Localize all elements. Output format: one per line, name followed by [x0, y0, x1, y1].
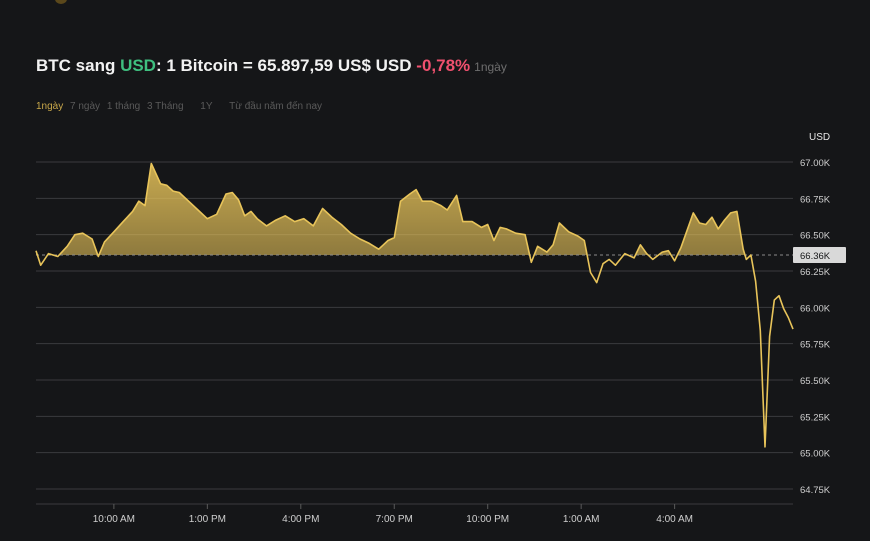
x-tick-label: 1:00 AM	[563, 514, 600, 525]
tab-1-day[interactable]: 1ngày	[36, 101, 64, 112]
header-equation: : 1 Bitcoin = 65.897,59 US$ USD	[155, 56, 417, 75]
tab-3-months[interactable]: 3 Tháng	[147, 101, 184, 112]
y-tick-label: 65.25K	[800, 412, 831, 423]
x-tick-label: 4:00 AM	[656, 514, 693, 525]
current-price-label: 66.36K	[800, 251, 831, 262]
y-tick-label: 66.75K	[800, 194, 831, 205]
conversion-header: BTC sang USD: 1 Bitcoin = 65.897,59 US$ …	[36, 56, 507, 76]
price-change: -0,78%	[416, 56, 471, 75]
change-period: 1ngày	[474, 60, 507, 74]
y-axis-label: USD	[809, 132, 830, 143]
header-prefix: BTC sang	[36, 56, 121, 75]
y-tick-label: 66.25K	[800, 267, 831, 278]
x-tick-label: 10:00 PM	[466, 514, 509, 525]
currency-link[interactable]: USD	[120, 56, 156, 75]
x-tick-label: 10:00 AM	[93, 514, 135, 525]
tab-1-year[interactable]: 1Y	[200, 101, 213, 112]
current-price-badge	[793, 247, 846, 264]
x-tick-label: 7:00 PM	[376, 514, 413, 525]
y-tick-label: 65.00K	[800, 449, 831, 460]
x-tick-label: 1:00 PM	[189, 514, 226, 525]
tab-1-month[interactable]: 1 tháng	[106, 101, 141, 112]
y-tick-label: 66.00K	[800, 303, 831, 314]
tab-7-days[interactable]: 7 ngày	[70, 101, 101, 112]
y-tick-label: 67.00K	[800, 158, 831, 169]
x-tick-label: 4:00 PM	[282, 514, 319, 525]
range-tabs: 1ngày 7 ngày 1 tháng 3 Tháng 1Y Từ đầu n…	[36, 101, 326, 112]
coin-logo-icon	[55, 0, 67, 4]
y-tick-label: 64.75K	[800, 485, 831, 496]
y-tick-label: 66.50K	[800, 231, 831, 242]
y-tick-label: 65.75K	[800, 340, 831, 351]
y-tick-label: 65.50K	[800, 376, 831, 387]
price-area	[36, 163, 793, 256]
tab-year-to-date[interactable]: Từ đầu năm đến nay	[229, 101, 323, 112]
price-line	[35, 162, 794, 448]
